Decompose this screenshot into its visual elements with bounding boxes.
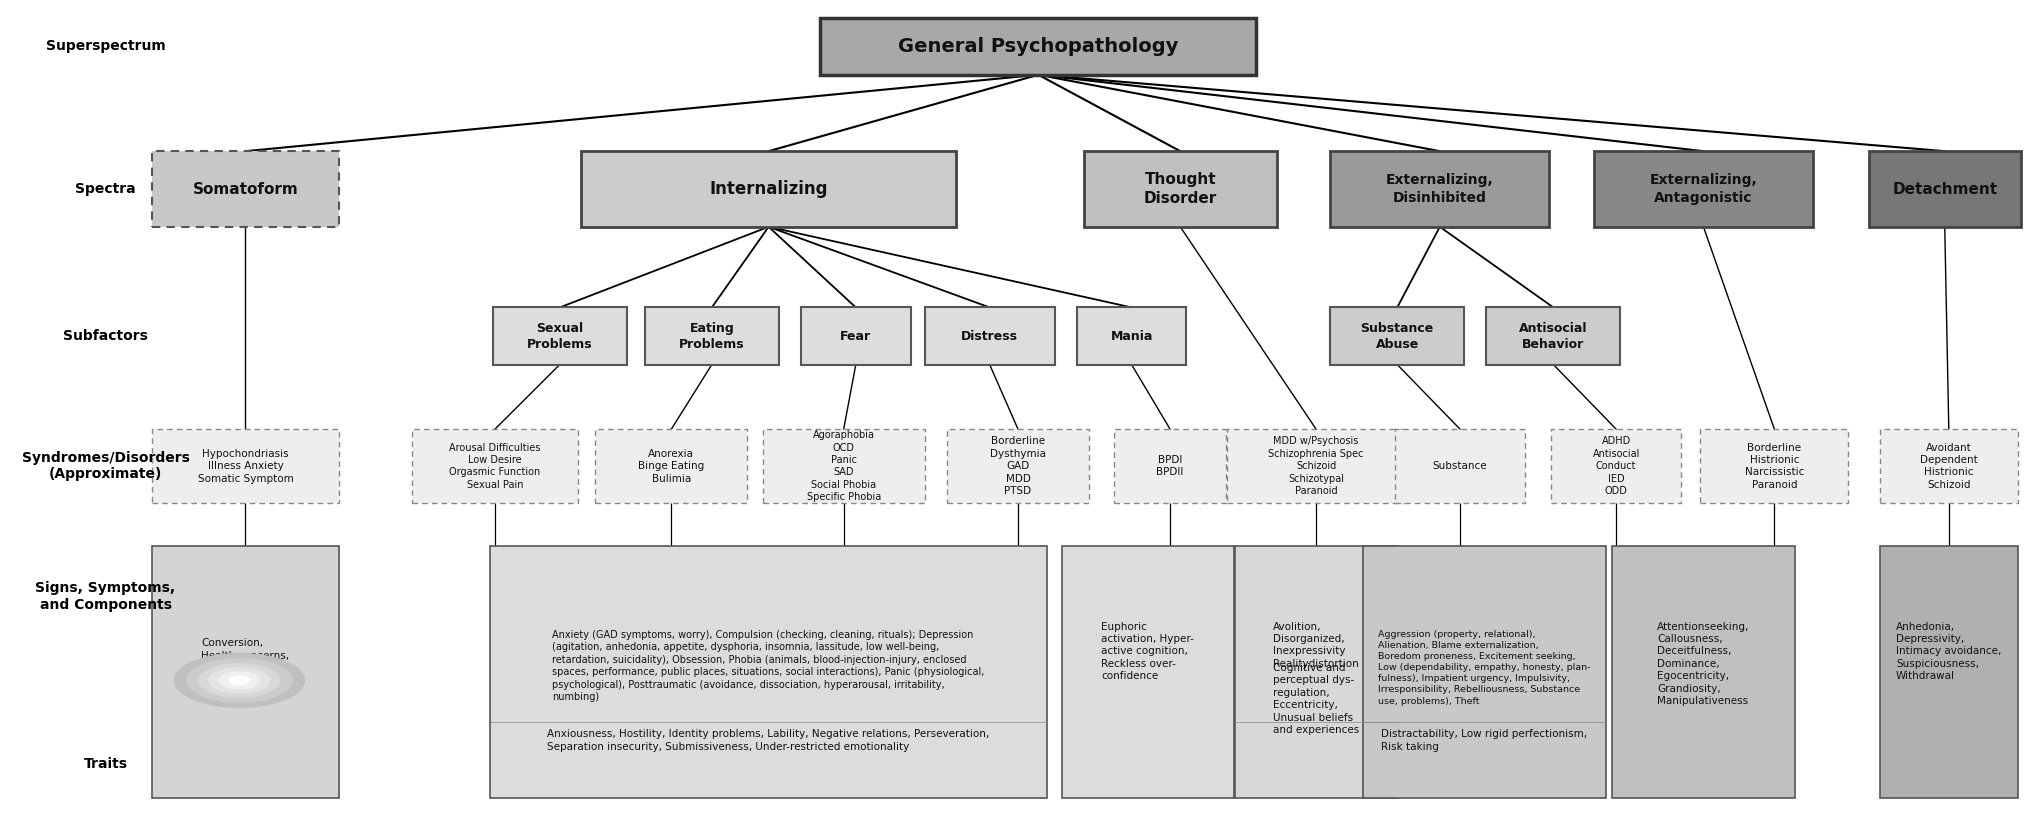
FancyBboxPatch shape [645, 307, 778, 365]
Text: Anxiety (GAD symptoms, worry), Compulsion (checking, cleaning, rituals); Depress: Anxiety (GAD symptoms, worry), Compulsio… [552, 630, 985, 702]
Text: Sexual
Problems: Sexual Problems [527, 322, 592, 350]
Text: Antisocial
Behavior: Antisocial Behavior [1519, 322, 1588, 350]
FancyBboxPatch shape [1083, 151, 1277, 227]
Text: Superspectrum: Superspectrum [45, 39, 165, 53]
Text: Avolition,
Disorganized,
Inexpressivity
Realitydistortion: Avolition, Disorganized, Inexpressivity … [1272, 622, 1358, 669]
Text: Substance
Abuse: Substance Abuse [1360, 322, 1433, 350]
FancyBboxPatch shape [821, 18, 1256, 75]
Circle shape [200, 664, 279, 697]
FancyBboxPatch shape [1700, 429, 1849, 503]
Text: Distress: Distress [961, 329, 1018, 343]
FancyBboxPatch shape [491, 546, 1047, 798]
FancyBboxPatch shape [1486, 307, 1621, 365]
Text: Cognitive and
perceptual dys-
regulation,
Eccentricity,
Unusual beliefs
and expe: Cognitive and perceptual dys- regulation… [1272, 663, 1360, 735]
Text: Eating
Problems: Eating Problems [680, 322, 745, 350]
FancyBboxPatch shape [1077, 307, 1187, 365]
FancyBboxPatch shape [924, 307, 1055, 365]
FancyBboxPatch shape [1879, 546, 2018, 798]
Text: Thought
Disorder: Thought Disorder [1144, 172, 1218, 206]
FancyBboxPatch shape [153, 546, 338, 798]
Circle shape [230, 676, 250, 685]
FancyBboxPatch shape [153, 429, 338, 503]
FancyBboxPatch shape [493, 307, 627, 365]
FancyBboxPatch shape [1879, 429, 2018, 503]
Text: MDD w/Psychosis
Schizophrenia Spec
Schizoid
Schizotypal
Paranoid: MDD w/Psychosis Schizophrenia Spec Schiz… [1268, 437, 1364, 496]
FancyBboxPatch shape [580, 151, 957, 227]
Text: Borderline
Dysthymia
GAD
MDD
PTSD: Borderline Dysthymia GAD MDD PTSD [989, 437, 1047, 496]
Text: General Psychopathology: General Psychopathology [898, 37, 1179, 55]
Text: ADHD
Antisocial
Conduct
IED
ODD: ADHD Antisocial Conduct IED ODD [1592, 437, 1639, 496]
Text: Somatoform: Somatoform [193, 181, 299, 197]
Text: Internalizing: Internalizing [709, 180, 829, 198]
Text: Anhedonia,
Depressivity,
Intimacy avoidance,
Suspiciousness,
Withdrawal: Anhedonia, Depressivity, Intimacy avoida… [1896, 622, 2001, 681]
FancyBboxPatch shape [153, 151, 338, 227]
Text: Mania: Mania [1110, 329, 1152, 343]
Text: Traits: Traits [83, 758, 128, 771]
Text: Attentionseeking,
Callousness,
Deceitfulness,
Dominance,
Egocentricity,
Grandios: Attentionseeking, Callousness, Deceitful… [1657, 622, 1749, 706]
Text: Spectra: Spectra [75, 182, 136, 196]
FancyBboxPatch shape [1551, 429, 1682, 503]
FancyBboxPatch shape [1330, 307, 1464, 365]
Text: Euphoric
activation, Hyper-
active cognition,
Reckless over-
confidence: Euphoric activation, Hyper- active cogni… [1101, 622, 1195, 681]
FancyBboxPatch shape [595, 429, 747, 503]
Text: Detachment: Detachment [1891, 181, 1997, 197]
Text: Aggression (property, relational),
Alienation, Blame externalization,
Boredom pr: Aggression (property, relational), Alien… [1378, 630, 1590, 706]
FancyBboxPatch shape [1061, 546, 1234, 798]
Circle shape [187, 659, 291, 702]
FancyBboxPatch shape [764, 429, 924, 503]
FancyBboxPatch shape [1869, 151, 2022, 227]
Text: Syndromes/Disorders
(Approximate): Syndromes/Disorders (Approximate) [22, 451, 189, 481]
FancyBboxPatch shape [800, 307, 910, 365]
Circle shape [220, 672, 261, 689]
FancyBboxPatch shape [1362, 546, 1606, 798]
Text: Arousal Difficulties
Low Desire
Orgasmic Function
Sexual Pain: Arousal Difficulties Low Desire Orgasmic… [450, 443, 542, 490]
Text: Anorexia
Binge Eating
Bulimia: Anorexia Binge Eating Bulimia [637, 449, 704, 484]
Circle shape [175, 654, 303, 707]
Text: Anxiousness, Hostility, Identity problems, Lability, Negative relations, Perseve: Anxiousness, Hostility, Identity problem… [548, 729, 989, 752]
Text: Substance: Substance [1433, 461, 1488, 471]
Text: Hypochondriasis
Illness Anxiety
Somatic Symptom: Hypochondriasis Illness Anxiety Somatic … [197, 449, 293, 484]
Text: Externalizing,
Disinhibited: Externalizing, Disinhibited [1387, 173, 1494, 205]
FancyBboxPatch shape [1395, 429, 1525, 503]
FancyBboxPatch shape [1228, 429, 1405, 503]
FancyBboxPatch shape [1236, 546, 1397, 798]
Text: Conversion,
Health concerns,
Somatization: Conversion, Health concerns, Somatizatio… [202, 638, 289, 673]
Text: Distractability, Low rigid perfectionism,
Risk taking: Distractability, Low rigid perfectionism… [1380, 729, 1588, 752]
FancyBboxPatch shape [1594, 151, 1812, 227]
FancyBboxPatch shape [1114, 429, 1226, 503]
FancyBboxPatch shape [411, 429, 578, 503]
Text: Avoidant
Dependent
Histrionic
Schizoid: Avoidant Dependent Histrionic Schizoid [1920, 443, 1977, 490]
Text: Signs, Symptoms,
and Components: Signs, Symptoms, and Components [35, 581, 175, 612]
Text: BPDI
BPDII: BPDI BPDII [1156, 455, 1183, 477]
FancyBboxPatch shape [947, 429, 1089, 503]
Text: Fear: Fear [841, 329, 871, 343]
FancyBboxPatch shape [1613, 546, 1794, 798]
Text: Agoraphobia
OCD
Panic
SAD
Social Phobia
Specific Phobia: Agoraphobia OCD Panic SAD Social Phobia … [806, 430, 882, 502]
Text: Borderline
Histrionic
Narcissistic
Paranoid: Borderline Histrionic Narcissistic Paran… [1745, 443, 1804, 490]
Text: Subfactors: Subfactors [63, 329, 149, 343]
Circle shape [210, 668, 271, 693]
Text: Externalizing,
Antagonistic: Externalizing, Antagonistic [1649, 173, 1757, 205]
FancyBboxPatch shape [1330, 151, 1549, 227]
